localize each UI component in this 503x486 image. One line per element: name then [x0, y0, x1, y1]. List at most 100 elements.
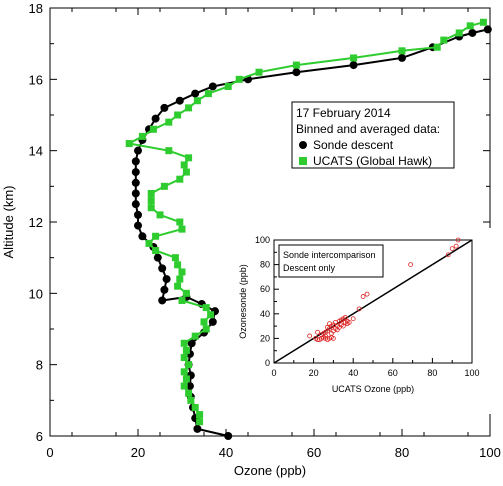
sonde-data-point	[185, 382, 194, 391]
sonde-data-point	[483, 25, 492, 34]
inset-y-tick-label: 80	[260, 260, 270, 270]
ucats-data-point	[193, 97, 201, 105]
y-axis-label: Altitude (km)	[1, 186, 16, 259]
sonde-data-point	[134, 221, 142, 230]
inset-x-tick-label: 0	[271, 368, 276, 378]
sonde-data-point	[187, 339, 196, 348]
ucats-data-point	[196, 411, 204, 419]
ucats-data-point	[180, 368, 188, 376]
legend-entry: UCATS (Global Hawk)	[313, 154, 432, 168]
ucats-data-point	[182, 168, 190, 176]
inset-scatter-point	[350, 316, 356, 322]
ucats-data-point	[187, 396, 195, 404]
ucats-data-point	[185, 389, 193, 397]
inset-x-tick-label: 100	[464, 368, 479, 378]
inset-scatter-point	[364, 291, 370, 297]
y-tick-label: 6	[36, 429, 43, 444]
sonde-data-point	[398, 53, 406, 62]
inset-y-tick-label: 60	[260, 284, 270, 294]
sonde-data-point	[153, 253, 162, 262]
ucats-data-point	[178, 225, 186, 233]
ucats-data-point	[180, 339, 188, 347]
ucats-data-point	[171, 254, 179, 262]
sonde-data-point	[193, 424, 202, 433]
sonde-data-point	[208, 82, 217, 91]
inset-annotation-text: Sonde intercomparison	[283, 250, 376, 260]
inset-scatter-point	[455, 237, 461, 243]
legend-entry: Sonde descent	[313, 138, 394, 152]
sonde-data-point	[208, 317, 217, 326]
inset-scatter-point	[315, 329, 320, 335]
ucats-data-point	[202, 304, 210, 312]
ucats-data-point	[160, 182, 168, 190]
y-tick-label: 8	[36, 358, 43, 373]
ucats-data-point	[152, 247, 160, 255]
ucats-data-point	[182, 289, 190, 297]
ucats-data-point	[156, 211, 164, 219]
ucats-data-point	[479, 18, 487, 26]
inset-scatter-point	[346, 320, 352, 325]
ucats-data-point	[235, 75, 243, 83]
inset-scatter-point	[342, 315, 348, 320]
inset-x-tick-label: 80	[427, 368, 437, 378]
ucats-data-point	[178, 268, 186, 276]
legend-heading: Binned and averaged data:	[296, 122, 440, 136]
inset-scatter-point	[307, 333, 313, 339]
ucats-data-point	[182, 346, 190, 354]
inset-scatter-point	[330, 335, 336, 341]
x-axis-label: Ozone (ppb)	[234, 463, 306, 478]
inset-scatter-point	[327, 321, 332, 327]
sonde-data-point	[134, 146, 142, 155]
inset-x-axis-label: UCATS Ozone (ppb)	[332, 384, 414, 394]
sonde-data-point	[158, 264, 167, 273]
inset-x-tick-label: 20	[309, 368, 319, 378]
inset-one-to-one-line	[273, 239, 473, 364]
ucats-data-point	[176, 218, 184, 226]
sonde-data-point	[349, 61, 358, 70]
ucats-data-point	[202, 325, 210, 333]
inset-y-tick-label: 0	[265, 358, 270, 368]
legend-heading: 17 February 2014	[296, 106, 391, 120]
sonde-data-point	[175, 96, 184, 105]
y-tick-label: 18	[29, 1, 43, 16]
ucats-data-point	[174, 261, 182, 269]
ucats-data-point	[350, 54, 358, 62]
sonde-data-point	[191, 89, 200, 98]
ucats-data-point	[292, 61, 300, 69]
sonde-data-point	[224, 432, 233, 440]
ucats-data-point	[147, 189, 155, 197]
x-tick-label: 80	[395, 445, 409, 460]
sonde-data-point	[158, 296, 167, 305]
ucats-data-point	[255, 68, 263, 76]
ucats-data-point	[180, 161, 188, 169]
inset-scatter-point	[323, 333, 328, 339]
ucats-data-point	[191, 332, 199, 340]
sonde-data-point	[160, 103, 169, 112]
ucats-data-point	[191, 403, 199, 411]
x-tick-label: 0	[46, 445, 53, 460]
x-tick-label: 40	[219, 445, 233, 460]
inset-scatter-point	[360, 294, 366, 299]
inset-annotation-text: Descent only	[283, 263, 336, 273]
ucats-data-point	[180, 354, 188, 362]
inset-y-axis-label: Ozonesonde (ppb)	[238, 264, 248, 339]
ucats-data-point	[185, 154, 193, 162]
sonde-data-point	[131, 157, 140, 166]
ucats-data-point	[147, 204, 155, 212]
ucats-data-point	[165, 147, 173, 155]
ucats-data-point	[455, 29, 463, 37]
ucats-data-point	[185, 361, 193, 369]
sonde-data-point	[468, 28, 477, 37]
y-tick-label: 14	[29, 144, 43, 159]
sonde-data-point	[160, 285, 169, 294]
sonde-data-point	[151, 114, 160, 123]
inset-y-tick-label: 100	[255, 235, 270, 245]
ucats-data-point	[152, 232, 160, 240]
ucats-data-point	[433, 43, 441, 51]
ucats-data-point	[180, 382, 188, 390]
inset-y-tick-label: 40	[260, 309, 270, 319]
ucats-data-point	[204, 90, 212, 98]
inset-scatter-point	[356, 306, 362, 312]
legend-sonde-marker	[299, 141, 307, 149]
